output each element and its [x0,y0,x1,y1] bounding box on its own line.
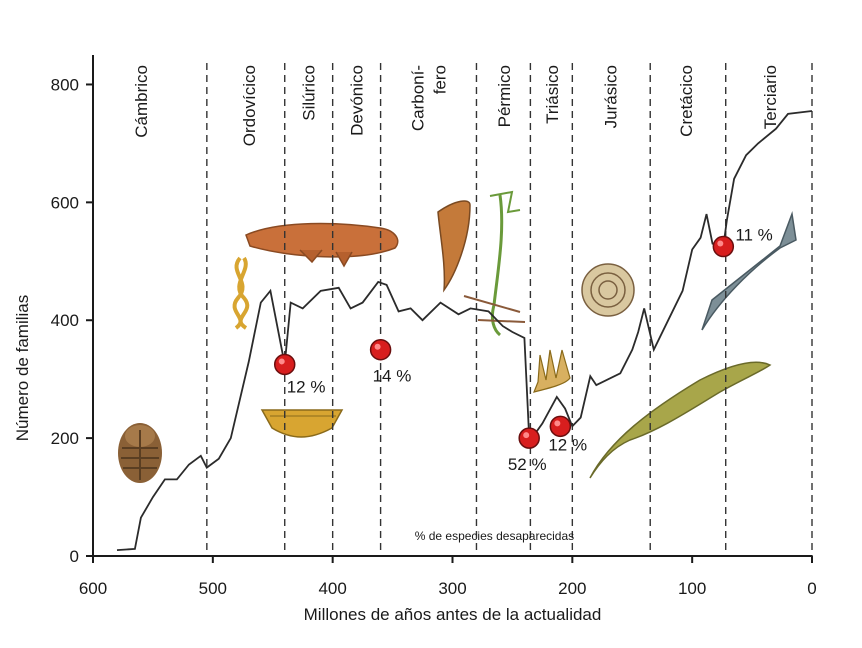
y-tick-label: 0 [70,547,79,566]
period-boundaries [206,63,813,556]
x-axis-title: Millones de años antes de la actualidad [304,605,602,624]
x-tick-label: 200 [558,579,586,598]
y-tick-label: 800 [51,75,79,94]
extinction-marker [369,338,392,361]
period-label: fero [431,65,450,94]
extinction-marker-highlight [554,420,561,427]
y-ticks: 0 200 400 600 800 [51,75,93,566]
extinction-percent-label: 52 % [508,455,547,474]
period-label: Jurásico [602,65,621,128]
extinction-percent-label: 12 % [287,377,326,396]
period-label: Devónico [348,65,367,136]
period-label: Terciario [761,65,780,129]
extinction-marker [712,235,735,258]
horn-coral-illustration [437,200,471,293]
extinction-percent-label: 11 % [735,226,773,245]
extinction-marker-highlight [717,240,724,247]
x-tick-label: 400 [318,579,346,598]
marine-reptile-illustration [589,361,772,479]
x-tick-label: 100 [678,579,706,598]
graptolite-illustration [232,256,250,330]
extinction-annotation: % de especies desaparecidas [415,529,574,543]
extinction-marker-highlight [278,358,285,365]
period-label: Cretácico [677,65,696,137]
x-tick-label: 600 [79,579,107,598]
seed-fern-illustration [463,190,526,337]
period-label: Silúrico [300,65,319,121]
period-label: Triásico [543,65,562,124]
extinction-percent-label: 14 % [373,367,412,386]
ammonite-illustration [581,263,635,317]
period-label: Ordovícico [240,65,259,146]
shark-illustration [701,211,797,331]
trilobite-illustration [118,423,162,483]
period-label: Pérmico [495,65,514,127]
extinction-markers: 12 %14 %52 %12 %11 % [273,226,773,474]
extinction-marker-highlight [523,432,530,439]
axes [92,55,812,557]
y-tick-label: 200 [51,429,79,448]
period-labels: Cámbrico Ordovícico Silúrico Devónico Carbon… [132,65,780,146]
y-tick-label: 400 [51,311,79,330]
extinction-percent-label: 12 % [548,435,587,454]
x-tick-label: 500 [199,579,227,598]
placoderm-fish-illustration [245,222,399,268]
period-label: Cámbrico [132,65,151,138]
extinction-marker [518,427,540,449]
x-tick-label: 300 [438,579,466,598]
extinction-marker [549,415,572,438]
crinoid-fossil-illustration [260,409,344,438]
x-tick-label: 0 [807,579,816,598]
extinction-marker-highlight [374,343,381,350]
sponge-fossil-illustration [533,349,571,393]
y-tick-label: 600 [51,193,79,212]
period-label: Carboní- [409,65,428,131]
x-ticks: 600 500 400 300 200 100 0 [79,556,817,598]
extinction-marker [273,353,296,376]
series-line-families [116,110,813,551]
y-axis-title: Número de familias [13,295,32,441]
